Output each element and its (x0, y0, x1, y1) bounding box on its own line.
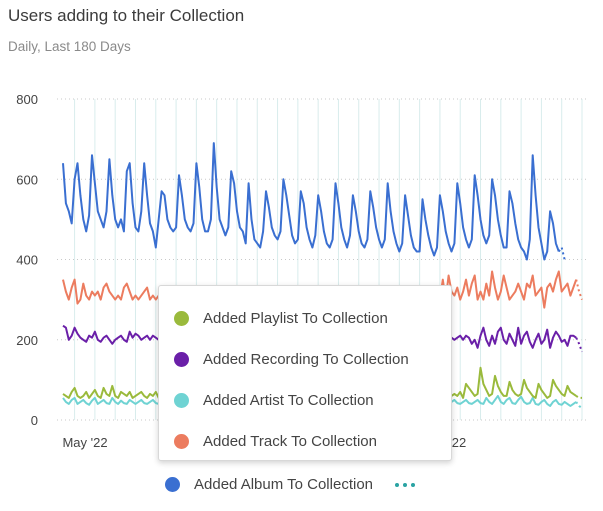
y-tick-label: 800 (16, 92, 38, 107)
series-line (62, 142, 560, 261)
series-line-projection (557, 245, 566, 260)
bottom-legend-item[interactable]: Added Album To Collection (165, 476, 416, 493)
y-tick-label: 0 (31, 413, 38, 428)
legend-dot-icon (174, 393, 189, 408)
legend-label: Added Album To Collection (194, 476, 374, 493)
legend-item[interactable]: Added Playlist To Collection (159, 298, 451, 339)
x-tick-label: 22 (452, 435, 466, 450)
page-subtitle: Daily, Last 180 Days (8, 39, 131, 54)
series-line-projection (575, 395, 582, 399)
series-line-projection (575, 337, 583, 353)
legend-item[interactable]: Added Recording To Collection (159, 339, 451, 380)
legend-dot-icon (174, 434, 189, 449)
legend-dot-icon (174, 311, 189, 326)
legend-label: Added Playlist To Collection (203, 310, 388, 327)
legend-popup: Added Playlist To Collection Added Record… (158, 285, 452, 461)
y-tick-label: 400 (16, 253, 38, 268)
legend-dot-icon (174, 352, 189, 367)
series-line-projection (575, 279, 583, 300)
y-tick-label: 600 (16, 172, 38, 187)
legend-dot-icon (165, 477, 180, 492)
legend-item[interactable]: Added Track To Collection (159, 421, 451, 462)
y-tick-label: 200 (16, 333, 38, 348)
page-title: Users adding to their Collection (8, 6, 245, 25)
x-tick-label: May '22 (62, 435, 107, 450)
legend-label: Added Track To Collection (203, 433, 377, 450)
legend-label: Added Artist To Collection (203, 392, 374, 409)
legend-label: Added Recording To Collection (203, 351, 409, 368)
series-line-projection (575, 401, 583, 409)
legend-item[interactable]: Added Artist To Collection (159, 380, 451, 421)
ellipsis-icon[interactable] (395, 482, 416, 487)
